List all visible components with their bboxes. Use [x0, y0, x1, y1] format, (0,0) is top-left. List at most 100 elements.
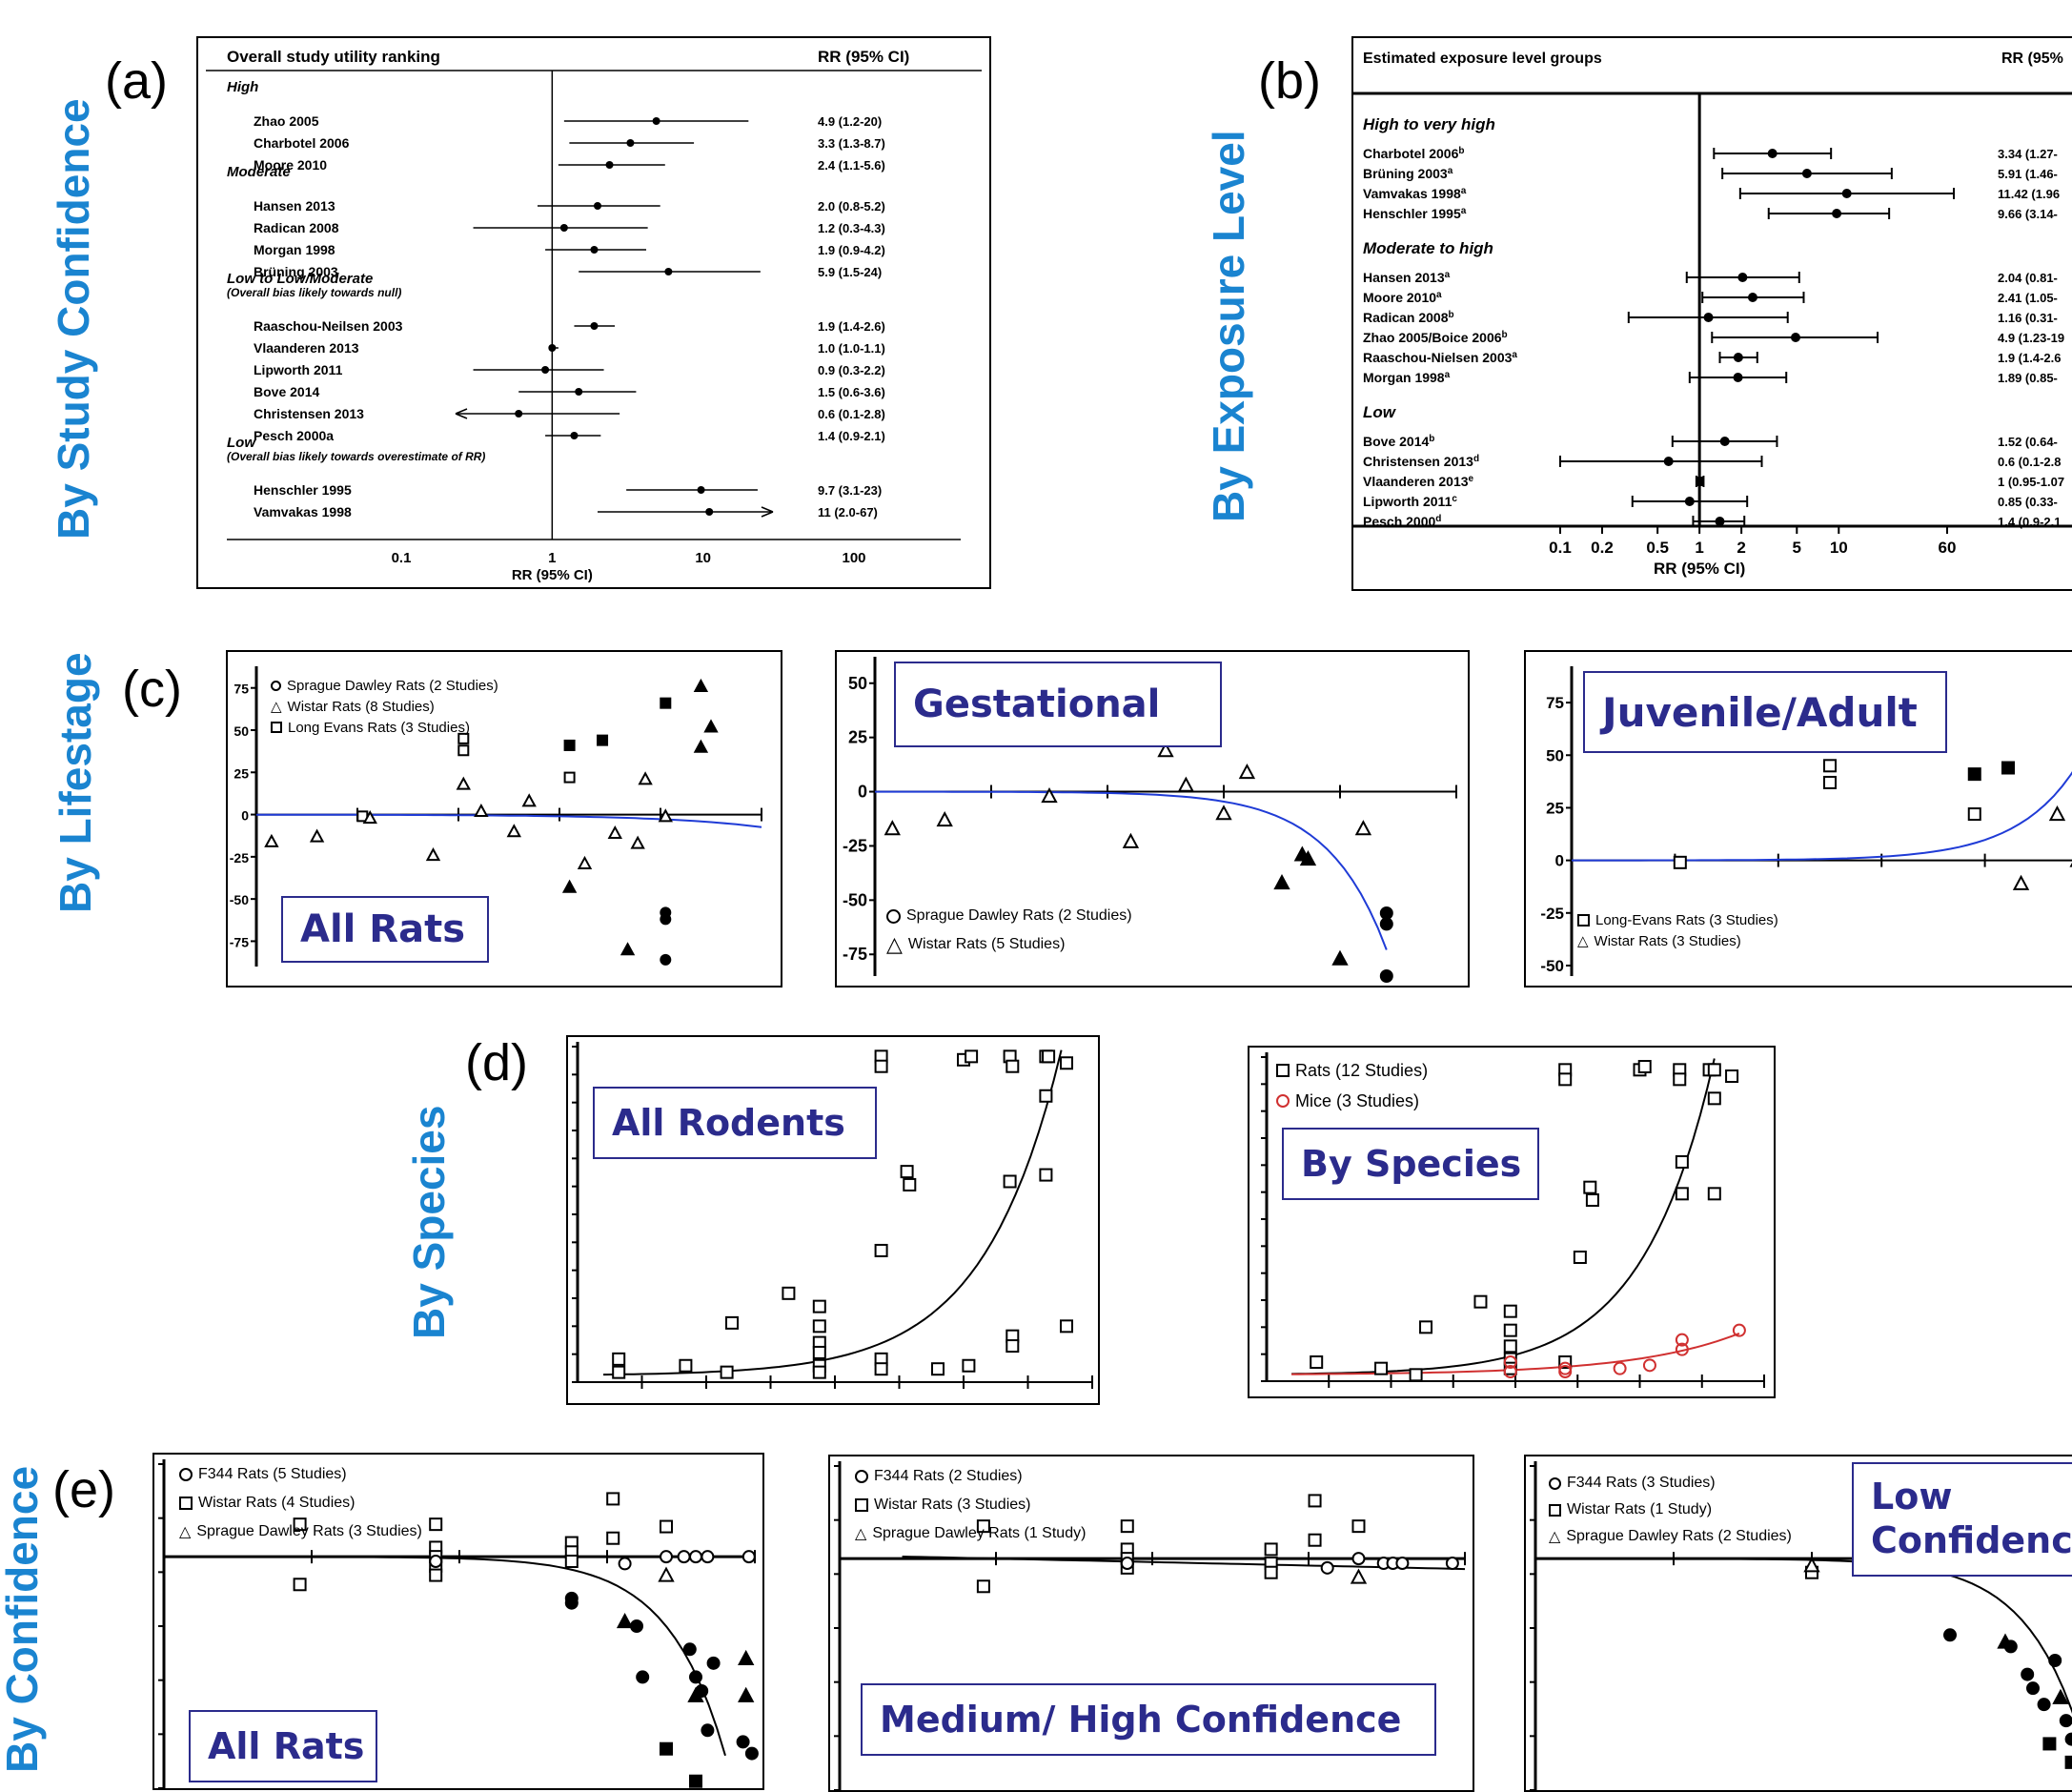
data-point-square [1003, 1174, 1017, 1189]
study-name: Raaschou-Neilsen 2003 [254, 318, 403, 334]
data-point-square [903, 1177, 917, 1191]
data-point-square [660, 1519, 673, 1534]
legend-item-c3-0: Long-Evans Rats (3 Studies) [1577, 909, 1778, 930]
data-point-circle [701, 1550, 715, 1564]
x-tick-label: 1 [1695, 539, 1703, 557]
data-point-triangle [1157, 742, 1174, 758]
ci-text: 9.7 (3.1-23) [818, 483, 882, 498]
data-point-square [606, 1531, 620, 1545]
x-tick-label: 0.5 [1646, 539, 1669, 557]
x-tick-label: 60 [1939, 539, 1957, 557]
fit-curve [256, 813, 762, 828]
data-point-triangle [607, 825, 622, 840]
data-point-square [1558, 1072, 1573, 1087]
point-estimate [1719, 437, 1730, 446]
ci-header: RR (95% [2001, 51, 2063, 67]
legend-item-d2-1: Mice (3 Studies) [1276, 1086, 1428, 1116]
data-point-triangle [577, 855, 593, 869]
study-name: Zhao 2005/Boice 2006b [1363, 330, 1508, 346]
data-point-square [457, 732, 470, 744]
x-tick-label: 100 [842, 550, 865, 566]
data-point-triangle [1215, 804, 1232, 821]
point-estimate [1791, 333, 1801, 342]
data-point-triangle [693, 739, 709, 753]
data-point-square [2001, 761, 2015, 775]
forest-plot-a: Overall study utility ranking RR (95% CI)… [196, 36, 991, 589]
side-title-d: By Species [404, 1105, 454, 1339]
footnote-superscript: a [1445, 370, 1451, 380]
data-point-square [2064, 1755, 2072, 1769]
ci-text: 0.85 (0.33- [1998, 495, 2058, 509]
data-point-square [976, 1579, 990, 1594]
species-all-rodents-svg [572, 1042, 1093, 1389]
point-estimate [626, 139, 635, 147]
ci-text: 2.4 (1.1-5.6) [818, 158, 885, 173]
data-point-square [293, 1517, 307, 1532]
legend-label: Long Evans Rats (3 Studies) [288, 719, 470, 736]
data-point-square [1707, 1187, 1721, 1201]
data-point-circle [630, 1619, 643, 1633]
legend-e3: F344 Rats (3 Studies) Wistar Rats (1 Stu… [1549, 1470, 1792, 1550]
data-point-circle [741, 1550, 756, 1564]
lifestage-juvenile-svg: -50 -25 0 25 50 75 [1540, 666, 2072, 976]
data-point-circle [660, 913, 672, 926]
study-name: Vlaanderen 2013e [1363, 474, 1474, 490]
legend-label: Sprague Dawley Rats (3 Studies) [196, 1523, 422, 1539]
data-point-square [1725, 1069, 1739, 1083]
legend-label: Wistar Rats (3 Studies) [1594, 932, 1741, 949]
point-estimate [1801, 169, 1812, 178]
data-point-circle [660, 1550, 673, 1564]
study-name: Morgan 1998a [1363, 370, 1451, 386]
data-point-square [564, 1555, 579, 1568]
x-tick-label: 2 [1737, 539, 1745, 557]
group-label: Moderate [227, 164, 291, 180]
data-point-circle [689, 1670, 702, 1684]
data-point-square [293, 1578, 307, 1592]
data-point-square [1637, 1060, 1652, 1073]
study-name: Brüning 2003 [254, 264, 338, 279]
data-point-square [612, 1352, 626, 1366]
forest-plot-b: Estimated exposure level groups RR (95% 0.… [1351, 36, 2072, 591]
point-estimate [575, 388, 583, 396]
ci-text: 0.9 (0.3-2.2) [818, 363, 885, 377]
data-point-triangle [2012, 874, 2030, 890]
legend-symbol-square [1276, 1064, 1290, 1077]
data-point-square [720, 1365, 734, 1379]
legend-label: Wistar Rats (5 Studies) [907, 936, 1066, 952]
data-point-triangle [703, 719, 719, 733]
plot-title: Overall study utility ranking [227, 48, 440, 66]
panel-letter-d: (d) [465, 1034, 528, 1091]
legend-label: F344 Rats (5 Studies) [198, 1466, 347, 1482]
point-estimate [605, 161, 614, 169]
ci-text: 1.4 (0.9-2.1 [1998, 515, 2062, 529]
fit-curve [875, 790, 1388, 950]
x-tick-label: 0.1 [392, 550, 412, 566]
footnote-superscript: d [1435, 514, 1441, 524]
box-label-d1: All Rodents [593, 1087, 877, 1159]
data-point-square [597, 734, 609, 746]
data-point-square [1006, 1339, 1020, 1354]
data-point-square [1673, 855, 1687, 869]
y-tick-label: 50 [1546, 746, 1564, 764]
legend-label: Long-Evans Rats (3 Studies) [1595, 911, 1778, 928]
data-point-circle [1120, 1557, 1134, 1570]
box-label-c2: Gestational [894, 662, 1222, 747]
legend-item-e1-1: Wistar Rats (4 Studies) [179, 1489, 422, 1517]
data-point-circle [701, 1723, 715, 1738]
data-point-square [1006, 1059, 1020, 1073]
ci-text: 4.9 (1.2-20) [818, 114, 882, 129]
data-point-circle [706, 1656, 721, 1670]
group-label: High [227, 79, 258, 95]
data-point-square [1308, 1533, 1322, 1547]
study-name: Brüning 2003a [1363, 166, 1453, 182]
ci-text: 11 (2.0-67) [818, 505, 878, 519]
data-point-circle [2059, 1714, 2072, 1728]
legend-label: Wistar Rats (3 Studies) [874, 1497, 1031, 1513]
point-estimate [1737, 273, 1748, 282]
study-name: Moore 2010a [1363, 290, 1442, 306]
data-point-square [1967, 807, 1981, 822]
data-point-circle [1351, 1552, 1366, 1566]
legend-symbol-triangle: △ [1549, 1529, 1561, 1545]
data-point-circle-red [1642, 1358, 1656, 1373]
study-name: Christensen 2013d [1363, 454, 1479, 470]
